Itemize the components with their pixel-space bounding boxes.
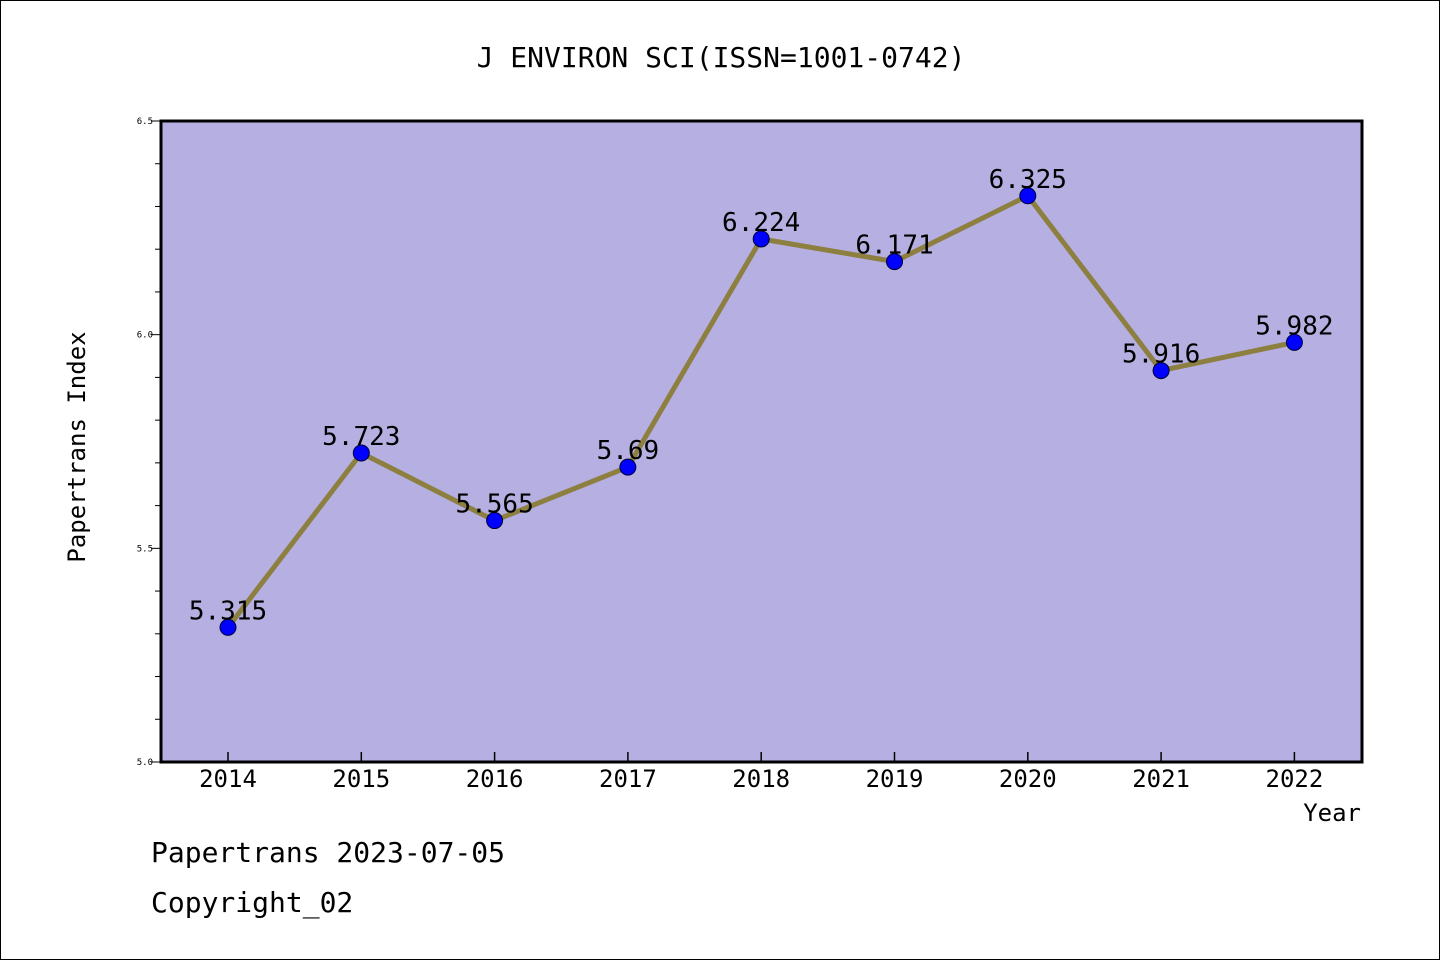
data-point <box>1285 333 1303 351</box>
data-label: 5.982 <box>1255 311 1333 341</box>
data-point <box>219 618 237 636</box>
x-tick-label: 2015 <box>332 765 390 793</box>
plot-border <box>159 119 1364 764</box>
y-tick-label: 6.0 <box>137 331 153 341</box>
x-tick-label: 2022 <box>1266 765 1324 793</box>
x-tick-label: 2018 <box>732 765 790 793</box>
data-point <box>352 444 370 462</box>
data-point <box>752 230 770 248</box>
plot-area <box>161 121 1362 762</box>
data-point <box>1019 187 1037 205</box>
footer-date-line: Papertrans 2023-07-05 <box>151 836 506 869</box>
data-label: 6.224 <box>722 208 800 238</box>
x-axis: 2014 2015 2016 2017 2018 2019 2020 2021 2022 <box>199 752 1323 793</box>
x-axis-label: Year <box>1303 799 1361 827</box>
y-tick-label: 5.5 <box>137 544 153 554</box>
data-labels: 5.315 5.723 5.565 5.69 6.224 6.171 6.325 5.916 5… <box>189 165 1334 627</box>
data-points <box>219 187 1303 636</box>
footer-copyright-line: Copyright_02 <box>151 886 354 919</box>
data-point <box>486 512 504 530</box>
data-label: 5.916 <box>1122 340 1200 370</box>
x-tick-label: 2020 <box>999 765 1057 793</box>
x-tick-label: 2021 <box>1132 765 1190 793</box>
data-point <box>886 253 903 271</box>
data-label: 5.723 <box>322 422 400 452</box>
y-axis: 5.0 5.5 6.0 6.5 <box>137 117 161 768</box>
chart-title: J ENVIRON SCI(ISSN=1001-0742) <box>477 41 966 74</box>
data-label: 5.565 <box>455 490 533 520</box>
y-tick-label: 5.0 <box>137 758 153 768</box>
x-tick-label: 2017 <box>599 765 657 793</box>
data-label: 5.315 <box>189 596 267 626</box>
data-label: 5.69 <box>597 436 660 466</box>
y-tick-label: 6.5 <box>137 117 153 127</box>
x-tick-label: 2014 <box>199 765 257 793</box>
data-point <box>1152 362 1170 380</box>
data-label: 6.171 <box>855 231 933 261</box>
y-axis-label: Papertrans Index <box>63 331 91 562</box>
x-tick-label: 2016 <box>466 765 524 793</box>
data-point <box>619 458 637 476</box>
x-tick-label: 2019 <box>866 765 924 793</box>
data-label: 6.325 <box>989 165 1067 195</box>
